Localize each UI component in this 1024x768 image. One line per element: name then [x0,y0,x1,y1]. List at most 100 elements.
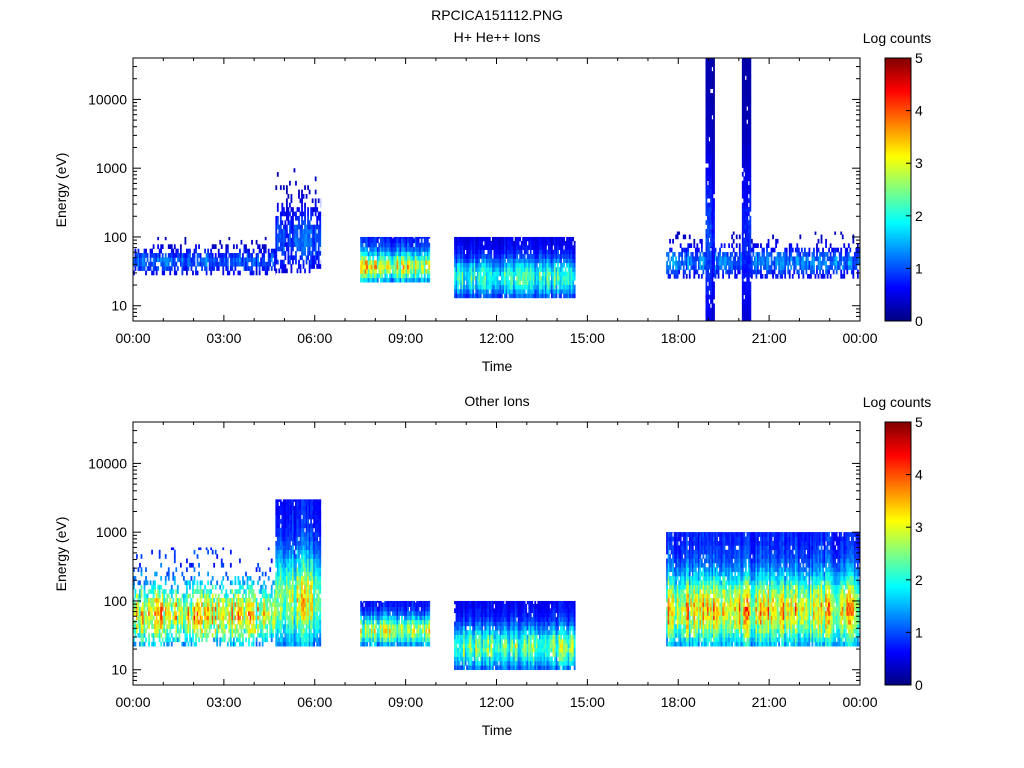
spectrogram-cell [790,252,793,257]
spectrogram-cell [772,269,774,275]
spectrogram-cell [563,240,565,246]
spectrogram-cell [248,253,250,258]
spectrogram-cell [216,611,219,616]
spectrogram-cell [258,633,261,638]
spectrogram-cell [551,262,553,268]
spectrogram-cell [470,236,473,242]
spectrogram-cell [232,257,235,263]
spectrogram-cell [473,236,476,242]
spectrogram-cell [541,289,544,294]
spectrogram-cell [305,233,308,239]
spectrogram-cell [158,624,161,629]
spectrogram-cell [142,611,144,616]
spectrogram-cell [710,202,712,208]
spectrogram-cell [214,244,217,249]
spectrogram-cell [744,303,747,309]
spectrogram-cell [711,237,714,243]
spectrogram-cell [523,293,526,299]
spectrogram-cell [755,269,758,275]
spectrogram-cell [713,220,715,225]
spectrogram-cell [523,254,526,259]
spectrogram-cell [151,602,153,608]
spectrogram-cell [276,545,279,551]
spectrogram-cell [710,150,712,155]
spectrogram-cell [496,275,499,281]
spectrogram-cell [548,275,550,281]
spectrogram-cell [211,257,214,263]
spectrogram-cell [240,239,243,245]
spectrogram-cell [563,271,565,277]
spectrogram-cell [381,273,384,279]
spectrogram-cell [187,261,190,267]
spectrogram-cell [767,269,770,275]
spectrogram-cell [714,269,717,275]
spectrogram-cell [675,234,678,240]
spectrogram-cell [741,141,744,146]
spectrogram-cell [264,244,267,249]
spectrogram-cell [152,257,155,263]
spectrogram-cell [546,236,549,242]
spectrogram-cell [537,271,540,277]
spectrogram-cell [229,624,232,629]
spectrogram-cell [207,257,210,263]
spectrogram-cell [531,262,534,268]
spectrogram-cell [469,254,472,259]
spectrogram-cell [673,273,676,279]
spectrogram-cell [275,606,278,612]
spectrogram-cell [376,251,379,257]
spectrogram-cell [420,260,423,265]
spectrogram-cell [540,240,543,246]
spectrogram-cell [401,251,403,257]
spectrogram-cell [204,266,206,271]
spectrogram-cell [302,220,305,226]
spectrogram-cell [202,602,205,608]
spectrogram-cell [151,615,153,621]
spectrogram-cell [428,269,431,274]
spectrogram-cell [744,158,747,164]
spectrogram-cell [843,243,846,248]
spectrogram-cell [473,284,476,290]
spectrogram-cell [705,193,708,199]
spectrogram-cell [555,236,558,242]
spectrogram-cell [388,260,391,265]
spectrogram-cell [746,163,749,168]
spectrogram-cell [564,284,567,290]
spectrogram-cell [708,176,711,182]
spectrogram-cell [170,619,173,625]
spectrogram-cell [561,284,564,290]
spectrogram-cell [501,280,503,286]
spectrogram-cell [208,606,211,612]
spectrogram-cell [844,265,847,270]
spectrogram-cell [570,271,573,277]
spectrogram-cell [298,264,300,269]
spectrogram-cell [276,259,279,265]
spectrogram-cell [457,245,459,250]
spectrogram-cell [544,275,547,281]
spectrogram-cell [384,247,387,252]
spectrogram-cell [738,243,741,248]
spectrogram-cell [410,251,412,257]
spectrogram-cell [228,637,231,643]
spectrogram-cell [713,110,715,116]
spectrogram-cell [134,633,137,638]
spectrogram-cell [743,93,746,98]
spectrogram-cell [146,266,149,271]
spectrogram-cell [275,220,278,226]
spectrogram-cell [741,202,744,208]
spectrogram-cell [232,637,235,643]
spectrogram-cell [385,236,388,239]
spectrogram-cell [257,615,260,621]
spectrogram-cell [753,256,756,262]
spectrogram-cell [711,255,714,260]
spectrogram-cell [196,602,199,608]
spectrogram-cell [275,185,278,190]
spectrogram-cell [566,275,568,281]
spectrogram-cell [514,262,517,268]
spectrogram-cell [522,258,525,264]
spectrogram-cell [531,240,534,246]
spectrogram-cell [167,624,170,629]
spectrogram-cell [528,254,531,259]
spectrogram-cell [454,258,456,264]
spectrogram-cell [390,236,393,239]
